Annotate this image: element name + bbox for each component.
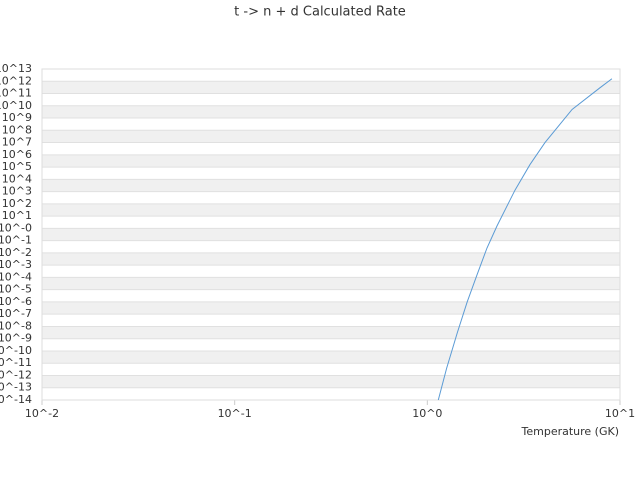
grid-band: [42, 252, 620, 266]
y-tick-label: 10^-4: [0, 270, 32, 283]
y-tick-label: 10^-3: [0, 258, 32, 271]
x-tick-label: 10^1: [605, 407, 635, 420]
y-tick-label: 10^5: [2, 160, 32, 173]
y-tick-label: 10^-14: [0, 393, 32, 406]
y-tick-label: 10^8: [2, 123, 32, 136]
y-tick-label: 10^3: [2, 185, 32, 198]
grid-band: [42, 105, 620, 119]
y-tick-label: 10^2: [2, 197, 32, 210]
grid-band: [42, 154, 620, 168]
grid-band: [42, 81, 620, 94]
y-tick-label: 10^-6: [0, 295, 32, 308]
y-tick-label: 10^-13: [0, 381, 32, 394]
y-tick-label: 10^13: [0, 62, 32, 75]
grid-band: [42, 228, 620, 241]
x-axis-label: Temperature (GK): [521, 425, 620, 438]
x-tick-label: 10^0: [412, 407, 442, 420]
y-tick-label: 10^-12: [0, 368, 32, 381]
grid-band: [42, 203, 620, 217]
y-tick-label: 10^10: [0, 99, 32, 112]
plot-frame: [41, 68, 621, 401]
y-tick-label: 10^-1: [0, 234, 32, 247]
y-tick-label: 10^-9: [0, 332, 32, 345]
x-tick-label: 10^-1: [218, 407, 252, 420]
grid-band: [42, 350, 620, 364]
y-tick-label: 10^-5: [0, 283, 32, 296]
y-tick-label: 10^1: [2, 209, 32, 222]
y-tick-label: 10^6: [2, 148, 32, 161]
y-tick-label: 10^-2: [0, 246, 32, 259]
x-tick-label: 10^-2: [25, 407, 59, 420]
grid-band: [42, 179, 620, 192]
y-tick-label: 10^12: [0, 74, 32, 87]
y-tick-label: 10^-10: [0, 344, 32, 357]
y-tick-label: 10^11: [0, 87, 32, 100]
chart-title: t -> n + d Calculated Rate: [234, 5, 406, 20]
y-tick-label: 10^9: [2, 111, 32, 124]
grid-band: [42, 277, 620, 290]
y-tick-label: 10^-7: [0, 307, 32, 320]
grid-band: [42, 301, 620, 315]
grid-band: [42, 130, 620, 143]
y-tick-label: 10^-11: [0, 356, 32, 369]
grid-band: [42, 326, 620, 339]
y-tick-label: 10^-0: [0, 221, 32, 234]
y-tick-label: 10^4: [2, 172, 32, 185]
data-line: [437, 78, 613, 401]
y-tick-label: 10^-8: [0, 319, 32, 332]
y-tick-label: 10^7: [2, 136, 32, 149]
grid-band: [42, 375, 620, 388]
